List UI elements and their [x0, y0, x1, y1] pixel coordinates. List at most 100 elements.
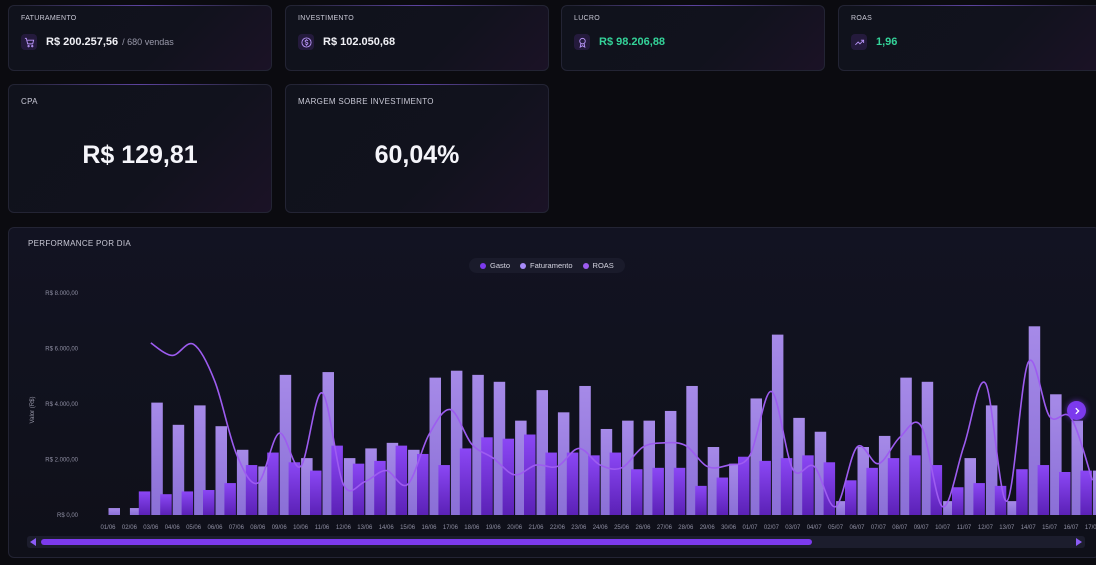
chart-scrollbar[interactable] — [27, 536, 1085, 548]
bar-gasto[interactable] — [780, 458, 793, 515]
bar-gasto[interactable] — [545, 452, 557, 515]
bar-gasto[interactable] — [203, 490, 215, 515]
bar-gasto[interactable] — [524, 434, 536, 515]
bar-faturamento[interactable] — [1028, 326, 1041, 515]
bar-gasto[interactable] — [652, 467, 664, 515]
bar-faturamento[interactable] — [622, 420, 634, 515]
bar-gasto[interactable] — [759, 460, 771, 515]
bar-faturamento[interactable] — [536, 390, 549, 515]
bar-gasto[interactable] — [973, 483, 985, 515]
bar-faturamento[interactable] — [985, 405, 998, 515]
bar-faturamento[interactable] — [557, 412, 570, 515]
bar-faturamento[interactable] — [386, 442, 399, 515]
bar-faturamento[interactable] — [793, 417, 805, 515]
scroll-thumb[interactable] — [41, 539, 812, 545]
bar-faturamento[interactable] — [1050, 394, 1062, 515]
bar-gasto[interactable] — [374, 460, 386, 515]
bar-gasto[interactable] — [802, 455, 814, 515]
bar-gasto[interactable] — [823, 462, 836, 515]
bar-gasto[interactable] — [288, 462, 301, 515]
bar-faturamento[interactable] — [878, 435, 891, 515]
bar-gasto[interactable] — [866, 467, 878, 515]
bar-gasto[interactable] — [417, 453, 429, 515]
bar-gasto[interactable] — [1080, 470, 1092, 515]
bar-gasto[interactable] — [395, 445, 408, 515]
bar-faturamento[interactable] — [900, 377, 912, 515]
bar-gasto[interactable] — [502, 438, 515, 515]
bar-gasto[interactable] — [994, 485, 1007, 515]
legend-item-roas[interactable]: ROAS — [582, 261, 614, 270]
bar-faturamento[interactable] — [258, 466, 270, 515]
bar-faturamento[interactable] — [1092, 470, 1096, 515]
bar-gasto[interactable] — [1059, 471, 1071, 515]
bar-gasto[interactable] — [1016, 469, 1028, 515]
bar-faturamento[interactable] — [236, 449, 249, 515]
bar-faturamento[interactable] — [707, 447, 720, 515]
bar-faturamento[interactable] — [1007, 501, 1019, 515]
bar-gasto[interactable] — [331, 445, 343, 515]
legend-item-faturamento[interactable]: Faturamento — [520, 261, 573, 270]
bar-faturamento[interactable] — [664, 410, 677, 515]
bar-faturamento[interactable] — [600, 428, 613, 515]
bar-faturamento[interactable] — [493, 381, 506, 515]
bar-gasto[interactable] — [459, 448, 472, 515]
bar-gasto[interactable] — [716, 477, 729, 515]
bar-faturamento[interactable] — [943, 501, 955, 515]
chart-next-button[interactable] — [1067, 401, 1086, 420]
bar-faturamento[interactable] — [729, 463, 741, 515]
bar-faturamento[interactable] — [151, 402, 163, 515]
bar-faturamento[interactable] — [814, 431, 827, 515]
bar-gasto[interactable] — [566, 452, 579, 515]
bar-faturamento[interactable] — [322, 372, 335, 515]
bar-faturamento[interactable] — [129, 508, 142, 515]
bar-faturamento[interactable] — [215, 426, 228, 515]
scroll-left-arrow[interactable] — [30, 538, 36, 546]
bar-faturamento[interactable] — [408, 449, 420, 515]
bar-faturamento[interactable] — [643, 420, 656, 515]
bar-faturamento[interactable] — [472, 374, 484, 515]
bar-faturamento[interactable] — [172, 424, 185, 515]
bar-faturamento[interactable] — [836, 501, 848, 515]
bar-faturamento[interactable] — [515, 420, 527, 515]
bar-faturamento[interactable] — [750, 398, 763, 515]
bar-gasto[interactable] — [267, 452, 279, 515]
bar-faturamento[interactable] — [1071, 420, 1084, 515]
bar-gasto[interactable] — [138, 491, 151, 515]
bar-gasto[interactable] — [352, 463, 365, 515]
bar-gasto[interactable] — [673, 467, 686, 515]
bar-gasto[interactable] — [310, 470, 322, 515]
bar-gasto[interactable] — [160, 494, 172, 515]
bar-faturamento[interactable] — [194, 405, 206, 515]
bar-faturamento[interactable] — [429, 377, 442, 515]
x-tick-label: 13/07 — [999, 525, 1015, 531]
bar-gasto[interactable] — [481, 437, 493, 515]
bar-gasto[interactable] — [588, 455, 600, 515]
bar-gasto[interactable] — [631, 469, 643, 515]
bar-faturamento[interactable] — [450, 370, 463, 515]
bar-faturamento[interactable] — [365, 448, 377, 515]
x-tick-label: 08/07 — [892, 525, 908, 531]
bar-gasto[interactable] — [845, 480, 857, 515]
bar-faturamento[interactable] — [301, 458, 313, 515]
bar-gasto[interactable] — [609, 452, 622, 515]
bar-faturamento[interactable] — [771, 334, 784, 515]
scroll-right-arrow[interactable] — [1076, 538, 1082, 546]
bar-faturamento[interactable] — [343, 458, 356, 515]
bar-gasto[interactable] — [738, 456, 750, 515]
bar-gasto[interactable] — [224, 483, 236, 515]
bar-faturamento[interactable] — [108, 508, 121, 515]
bar-gasto[interactable] — [695, 485, 707, 515]
bar-gasto[interactable] — [1037, 465, 1050, 515]
bar-gasto[interactable] — [909, 455, 921, 515]
bar-faturamento[interactable] — [279, 374, 292, 515]
trending-up-icon — [851, 34, 867, 50]
bar-gasto[interactable] — [438, 465, 450, 515]
bar-faturamento[interactable] — [964, 458, 977, 515]
line-roas[interactable] — [150, 342, 1094, 508]
bar-gasto[interactable] — [887, 458, 900, 515]
bar-gasto[interactable] — [952, 487, 964, 515]
bar-faturamento[interactable] — [857, 447, 870, 515]
legend-item-gasto[interactable]: Gasto — [480, 261, 510, 270]
bar-gasto[interactable] — [181, 491, 194, 515]
bar-gasto[interactable] — [245, 465, 258, 515]
